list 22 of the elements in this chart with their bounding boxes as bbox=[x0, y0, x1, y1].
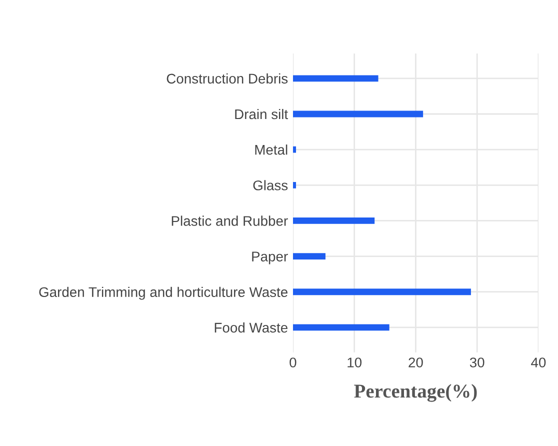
x-tick-label: 30 bbox=[470, 358, 484, 368]
y-tick-label: Paper bbox=[252, 252, 288, 264]
y-tick-label: Construction Debris bbox=[166, 73, 288, 84]
bar bbox=[292, 182, 296, 188]
bar bbox=[292, 218, 375, 224]
x-tick-label: 0 bbox=[290, 358, 296, 368]
y-tick-label: Glass bbox=[253, 180, 288, 190]
y-tick-label: Drain silt bbox=[235, 108, 288, 120]
x-tick-label: 10 bbox=[348, 358, 362, 368]
bar bbox=[292, 110, 424, 118]
y-tick-label: Food Waste bbox=[214, 322, 288, 333]
bar bbox=[292, 324, 390, 331]
x-axis-title: Percentage(%) bbox=[354, 384, 477, 402]
bar bbox=[292, 288, 471, 296]
x-tick-label: 40 bbox=[531, 358, 546, 368]
x-tick-label: 20 bbox=[408, 358, 423, 368]
y-tick-label: Plastic and Rubber bbox=[172, 216, 288, 226]
y-tick-label: Metal bbox=[255, 144, 288, 155]
bar bbox=[292, 75, 378, 82]
bar bbox=[292, 146, 296, 153]
bar bbox=[292, 253, 326, 260]
y-tick-label: Garden Trimming and horticulture Waste bbox=[39, 286, 288, 300]
